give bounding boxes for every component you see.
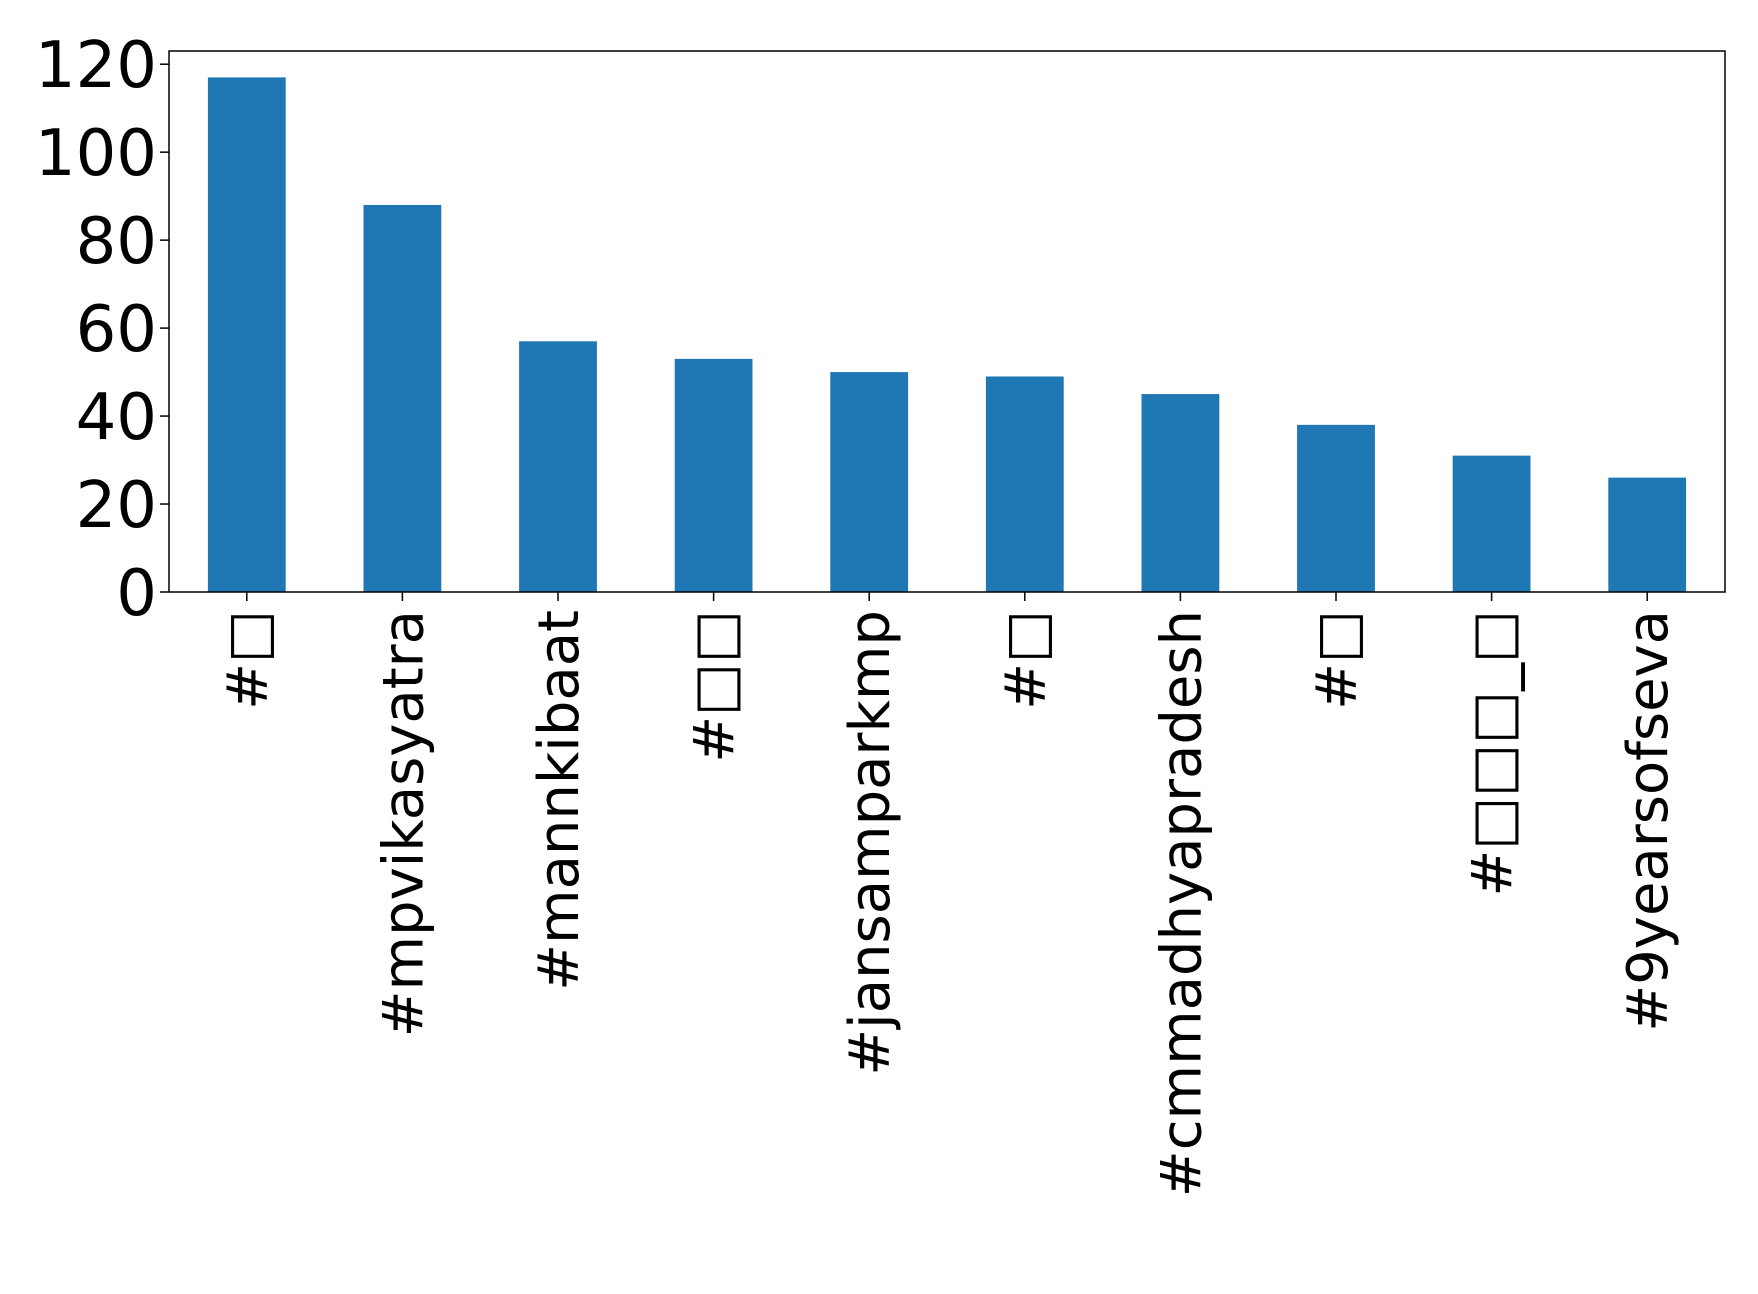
y-tick-label: 0 [116,557,157,631]
x-tick-label: #9yearsofseva [1616,610,1681,1032]
bar [985,376,1064,592]
x-tick-label: #mannkibaat [527,610,592,991]
bar [830,372,909,592]
plot-frame [168,50,1726,593]
y-tick-label: 40 [76,381,157,455]
x-tick-label: #cmmadhyapradesh [1149,610,1214,1197]
bar [519,341,597,592]
bar [1141,394,1220,592]
y-tick-label: 20 [76,469,157,543]
bar [1608,477,1687,592]
x-tick-label: #mpvikasyatra [371,610,436,1037]
x-tick-label: #□ [216,610,281,710]
bar [207,77,286,592]
bar [1452,455,1531,592]
y-tick-label: 60 [76,293,157,367]
bars-group [207,77,1687,592]
x-tick-label: #jansamparkmp [838,610,903,1076]
x-tick-label: #□ [1305,610,1370,710]
y-tick-label: 80 [76,205,157,279]
x-tick-label: #□□ [683,610,748,763]
bar [1297,424,1375,592]
bar [674,358,753,592]
y-tick-label: 120 [35,29,157,103]
y-axis: 0 20 40 60 80 100 120 [35,29,169,631]
bar [363,204,442,592]
x-axis: #□ #mpvikasyatra #mannkibaat #□□ #jansampark… [216,592,1681,1197]
y-tick-label: 100 [35,117,157,191]
x-tick-label: #□ [994,610,1059,710]
x-tick-label: #□□□_□ [1461,610,1526,897]
